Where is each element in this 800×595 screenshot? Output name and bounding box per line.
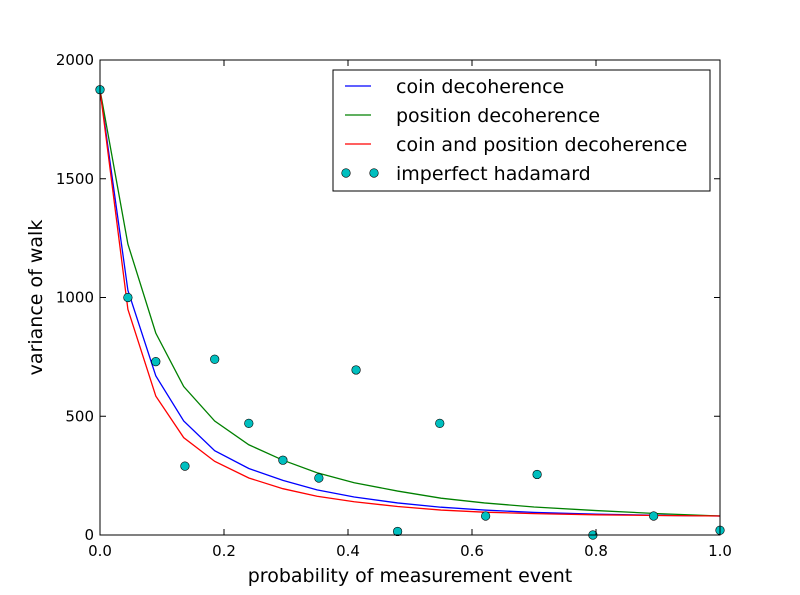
x-tick-label: 0.4 xyxy=(336,542,360,560)
x-tick-label: 0.8 xyxy=(584,542,608,560)
data-point-imperfect-hadamard xyxy=(278,455,288,465)
legend-label: imperfect hadamard xyxy=(396,163,591,185)
data-point-imperfect-hadamard xyxy=(180,461,190,471)
legend-label: coin decoherence xyxy=(396,76,564,98)
series-line-coin-and-position-decoherence xyxy=(99,89,721,517)
x-tick-label: 0.2 xyxy=(212,542,236,560)
data-point-imperfect-hadamard xyxy=(210,354,220,364)
y-tick-label: 1500 xyxy=(56,170,94,188)
y-tick-label: 500 xyxy=(65,407,94,425)
data-point-imperfect-hadamard xyxy=(123,292,133,303)
series-line-position-decoherence xyxy=(99,89,721,517)
data-point-imperfect-hadamard xyxy=(481,511,491,521)
legend-marker xyxy=(341,168,351,178)
y-tick-label: 0 xyxy=(84,526,94,544)
data-point-imperfect-hadamard xyxy=(393,526,403,537)
data-point-imperfect-hadamard xyxy=(244,418,254,428)
axis-ticks: 0.0 0.2 0.4 0.6 0.8 1.0 0 500 1000 1500 2000 xyxy=(56,51,732,560)
x-tick-label: 0.0 xyxy=(88,542,112,560)
data-point-imperfect-hadamard xyxy=(649,511,659,521)
legend: coin decoherence position decoherence coin… xyxy=(332,69,711,192)
data-point-imperfect-hadamard xyxy=(151,357,161,367)
x-tick-label: 1.0 xyxy=(708,542,732,560)
legend-marker xyxy=(369,168,379,178)
y-axis-label: variance of walk xyxy=(25,220,47,376)
x-tick-label: 0.6 xyxy=(460,542,484,560)
y-tick-label: 1000 xyxy=(56,289,94,307)
legend-label: coin and position decoherence xyxy=(396,134,687,156)
series-layer xyxy=(95,85,725,540)
data-point-imperfect-hadamard xyxy=(435,418,445,428)
legend-frame xyxy=(332,69,711,192)
data-point-imperfect-hadamard xyxy=(351,365,361,375)
series-line-coin-decoherence xyxy=(99,89,721,517)
x-axis-label: probability of measurement event xyxy=(248,565,572,587)
data-point-imperfect-hadamard xyxy=(314,473,324,483)
y-tick-label: 2000 xyxy=(56,51,94,69)
data-point-imperfect-hadamard xyxy=(532,469,542,480)
legend-label: position decoherence xyxy=(396,105,600,127)
